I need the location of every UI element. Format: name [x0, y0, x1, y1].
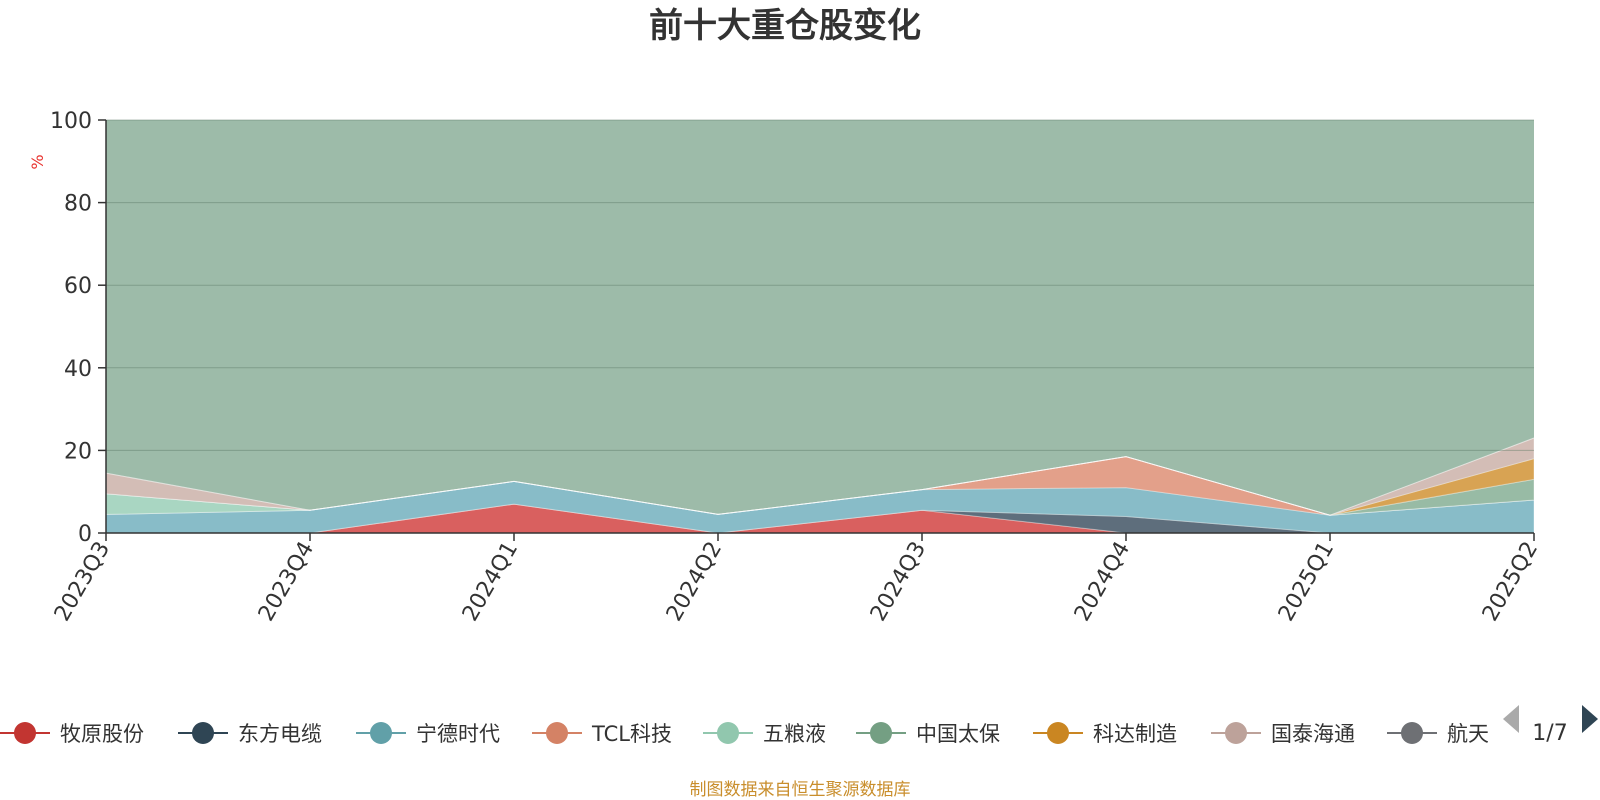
area-bands: [105, 437, 1535, 534]
x-tick-label: 2025Q1: [1274, 538, 1339, 626]
area-series-5: [105, 456, 1535, 516]
y-tick-label: 60: [64, 274, 92, 299]
legend-marker: [1225, 722, 1247, 744]
legend-label: 国泰海通: [1271, 722, 1355, 746]
legend-next-icon[interactable]: [1582, 705, 1598, 733]
y-tick-label: 80: [64, 192, 92, 217]
area-series-1: [106, 503, 1534, 534]
legend-item[interactable]: 东方电缆: [178, 722, 322, 746]
legend-item[interactable]: 航天电器: [1387, 722, 1531, 746]
legend-pager: 1/7: [1503, 705, 1598, 746]
legend-item[interactable]: 宁德时代: [356, 722, 500, 746]
grid-lines: [106, 119, 1534, 451]
legend-marker: [1401, 722, 1423, 744]
legend-label: 宁德时代: [416, 722, 500, 746]
legend-marker: [370, 722, 392, 744]
x-tick-label: 2024Q1: [458, 538, 523, 626]
source-note: 制图数据来自恒生聚源数据库: [690, 780, 911, 800]
legend-item[interactable]: 牧原股份: [0, 722, 144, 746]
legend-label: 东方电缆: [238, 722, 322, 746]
area-series-7: [105, 437, 1535, 516]
legend-prev-icon[interactable]: [1503, 705, 1519, 733]
y-axis-ticks: 0 20 40 60 80 100: [50, 109, 106, 547]
x-tick-label: 2023Q4: [254, 538, 319, 626]
legend-label: TCL科技: [591, 722, 672, 746]
legend-item[interactable]: 国泰海通: [1211, 722, 1355, 746]
y-tick-label: 100: [50, 109, 92, 134]
legend-label: 航天电器: [1447, 722, 1531, 746]
legend-marker: [546, 722, 568, 744]
legend-marker: [1047, 722, 1069, 744]
legend: 牧原股份 东方电缆 宁德时代 TCL科技 五粮液 中国太保 科达制造 国泰海通 航天电器: [0, 722, 1531, 746]
y-tick-label: 0: [78, 522, 92, 547]
area-series-8: [105, 437, 1535, 516]
legend-label: 中国太保: [916, 722, 1000, 746]
x-tick-label: 2023Q3: [50, 538, 115, 626]
legend-item[interactable]: TCL科技: [532, 722, 672, 746]
x-tick-label: 2024Q4: [1070, 538, 1135, 626]
legend-marker: [14, 722, 36, 744]
y-tick-label: 20: [64, 439, 92, 464]
chart-title: 前十大重仓股变化: [649, 6, 921, 46]
legend-item[interactable]: 科达制造: [1033, 722, 1177, 746]
area-series-6: [105, 456, 1535, 516]
x-tick-label: 2024Q2: [662, 538, 727, 626]
x-axis-ticks: 2023Q3 2023Q4 2024Q1 2024Q2 2024Q3 2024Q4 2025…: [50, 533, 1543, 626]
legend-label: 五粮液: [763, 722, 826, 746]
legend-item[interactable]: 中国太保: [856, 722, 1000, 746]
y-axis-unit: %: [28, 154, 47, 169]
y-tick-label: 40: [64, 357, 92, 382]
legend-marker: [717, 722, 739, 744]
plot-background: [106, 120, 1534, 533]
legend-marker: [870, 722, 892, 744]
x-tick-label: 2024Q3: [866, 538, 931, 626]
legend-item[interactable]: 五粮液: [703, 722, 826, 746]
legend-label: 科达制造: [1093, 722, 1177, 746]
x-tick-label: 2025Q2: [1478, 538, 1543, 626]
legend-page-indicator: 1/7: [1532, 721, 1567, 746]
legend-marker: [192, 722, 214, 744]
legend-label: 牧原股份: [60, 722, 144, 746]
